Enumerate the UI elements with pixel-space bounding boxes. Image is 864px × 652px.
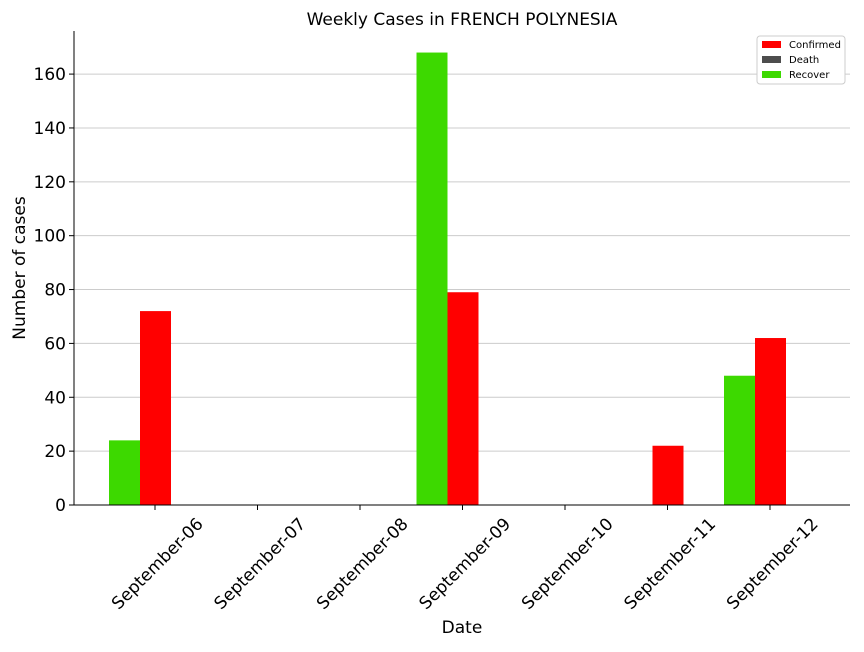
y-ticks: 0 20 40 60 80 100 120 140 160 bbox=[34, 65, 74, 516]
legend-swatch-confirmed bbox=[762, 41, 781, 48]
chart-title: Weekly Cases in FRENCH POLYNESIA bbox=[307, 10, 618, 30]
legend-label-recover: Recover bbox=[789, 70, 830, 81]
x-tick-label: September-07 bbox=[211, 514, 310, 613]
y-tick-label: 0 bbox=[55, 496, 66, 516]
x-tick-label: September-10 bbox=[518, 514, 617, 613]
y-tick-label: 40 bbox=[44, 388, 66, 408]
y-axis-label: Number of cases bbox=[10, 196, 30, 340]
x-tick-label: September-08 bbox=[313, 514, 412, 613]
legend-label-death: Death bbox=[789, 55, 819, 66]
x-ticks: September-06 September-07 September-08 Sept… bbox=[108, 505, 823, 614]
y-tick-label: 100 bbox=[34, 227, 66, 247]
y-tick-label: 80 bbox=[44, 281, 66, 301]
bar-confirmed bbox=[447, 292, 479, 505]
y-tick-label: 20 bbox=[44, 442, 66, 462]
x-tick-label: September-11 bbox=[621, 514, 720, 613]
y-tick-label: 60 bbox=[44, 334, 66, 354]
y-tick-label: 140 bbox=[34, 119, 66, 139]
x-tick-label: September-09 bbox=[416, 514, 515, 613]
legend-swatch-recover bbox=[762, 71, 781, 78]
bar-confirmed bbox=[755, 338, 786, 505]
x-tick-label: September-06 bbox=[108, 514, 207, 613]
x-axis-label: Date bbox=[442, 618, 483, 638]
legend-swatch-death bbox=[762, 56, 781, 63]
bar-confirmed bbox=[652, 445, 684, 505]
x-tick-label: September-12 bbox=[723, 514, 822, 613]
y-tick-label: 120 bbox=[34, 173, 66, 193]
bars bbox=[109, 52, 786, 505]
y-tick-label: 160 bbox=[34, 65, 66, 85]
bar-recover bbox=[416, 52, 448, 505]
legend: Confirmed Death Recover bbox=[756, 35, 846, 85]
bar-recover bbox=[724, 375, 755, 505]
bar-confirmed bbox=[140, 311, 171, 505]
legend-label-confirmed: Confirmed bbox=[789, 40, 841, 51]
bar-recover bbox=[109, 440, 140, 505]
